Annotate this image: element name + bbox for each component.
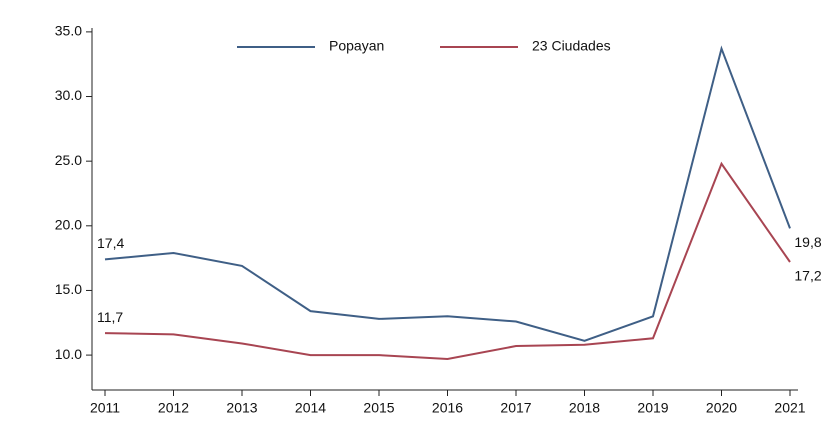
y-tick-label: 10.0	[55, 346, 82, 362]
y-tick-label: 35.0	[55, 23, 82, 39]
x-tick-label: 2021	[774, 400, 805, 416]
data-label: 17,4	[97, 235, 124, 251]
y-tick-label: 30.0	[55, 87, 82, 103]
x-tick-label: 2011	[90, 400, 120, 416]
x-tick-label: 2014	[295, 400, 326, 416]
x-tick-label: 2013	[226, 400, 257, 416]
x-tick-label: 2016	[432, 400, 463, 416]
legend-label: 23 Ciudades	[532, 38, 611, 54]
legend-label: Popayan	[329, 38, 384, 54]
y-tick-label: 15.0	[55, 281, 82, 297]
y-tick-label: 20.0	[55, 217, 82, 233]
x-tick-label: 2012	[158, 400, 189, 416]
y-tick-label: 25.0	[55, 152, 82, 168]
series-line	[104, 45, 791, 342]
x-tick-label: 2018	[569, 400, 600, 416]
x-tick-label: 2015	[363, 400, 394, 416]
data-label: 19,8	[794, 234, 821, 250]
data-label: 17,2	[794, 268, 821, 284]
data-label: 11,7	[97, 309, 123, 325]
x-tick-label: 2020	[706, 400, 737, 416]
x-tick-label: 2019	[637, 400, 668, 416]
x-tick-label: 2017	[500, 400, 531, 416]
series-line	[104, 161, 791, 360]
